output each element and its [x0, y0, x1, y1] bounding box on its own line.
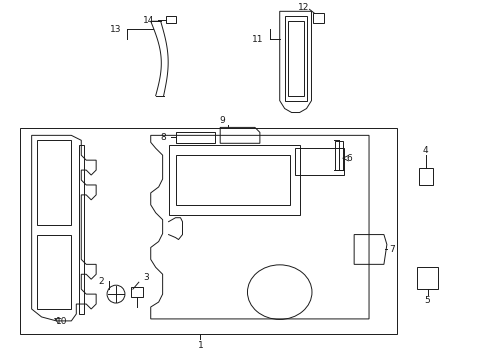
- Text: 11: 11: [252, 35, 263, 44]
- Text: 10: 10: [56, 318, 67, 327]
- Text: 14: 14: [143, 16, 154, 25]
- Text: 3: 3: [142, 273, 148, 282]
- Text: 6: 6: [346, 154, 351, 163]
- Text: 12: 12: [297, 3, 308, 12]
- Text: 13: 13: [110, 25, 122, 34]
- Text: 2: 2: [98, 277, 104, 286]
- Text: 4: 4: [422, 146, 427, 155]
- Text: 9: 9: [219, 116, 224, 125]
- Text: 5: 5: [424, 296, 429, 305]
- Text: 1: 1: [197, 341, 203, 350]
- Text: 8: 8: [161, 133, 166, 142]
- Text: 7: 7: [388, 245, 394, 254]
